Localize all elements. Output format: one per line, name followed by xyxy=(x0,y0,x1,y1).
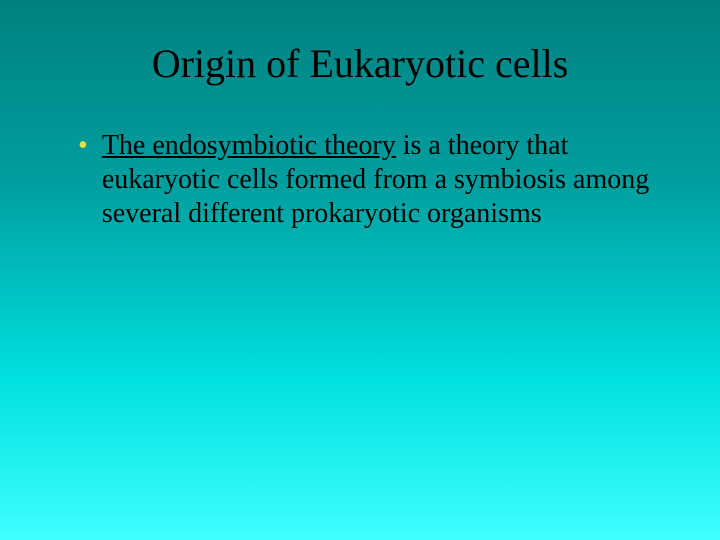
bullet-dot-icon: • xyxy=(78,129,88,163)
slide-body: • The endosymbiotic theory is a theory t… xyxy=(50,129,670,231)
slide: Origin of Eukaryotic cells • The endosym… xyxy=(0,0,720,540)
bullet-text: The endosymbiotic theory is a theory tha… xyxy=(102,129,670,231)
bullet-item: • The endosymbiotic theory is a theory t… xyxy=(78,129,670,231)
underlined-term: The endosymbiotic theory xyxy=(102,130,396,161)
slide-title: Origin of Eukaryotic cells xyxy=(50,40,670,87)
